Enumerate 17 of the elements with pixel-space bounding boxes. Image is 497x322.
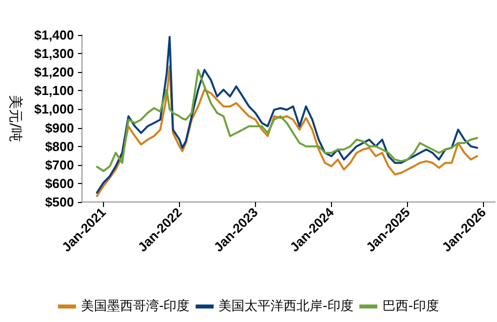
y-axis-title: 美元/吨 bbox=[7, 95, 23, 142]
y-tick-label: $700 bbox=[45, 157, 74, 172]
y-tick-label: $1,000 bbox=[34, 102, 74, 117]
line-series bbox=[96, 36, 478, 194]
y-tick-label: $600 bbox=[45, 176, 74, 191]
y-tick-label: $1,400 bbox=[34, 28, 74, 42]
line-series bbox=[96, 66, 478, 198]
y-tick-label: $500 bbox=[45, 194, 74, 210]
y-tick-label: $1,100 bbox=[34, 83, 74, 98]
line-series bbox=[96, 68, 478, 172]
legend-label: 巴西-印度 bbox=[382, 298, 440, 314]
y-tick-label: $800 bbox=[45, 138, 74, 154]
y-tick-label: $1,200 bbox=[34, 64, 74, 80]
y-tick-label: $1,300 bbox=[34, 46, 74, 62]
legend-label: 美国太平洋西北岸-印度 bbox=[218, 298, 354, 314]
y-tick-label: $900 bbox=[45, 120, 74, 136]
legend-label: 美国墨西哥湾-印度 bbox=[80, 298, 190, 314]
